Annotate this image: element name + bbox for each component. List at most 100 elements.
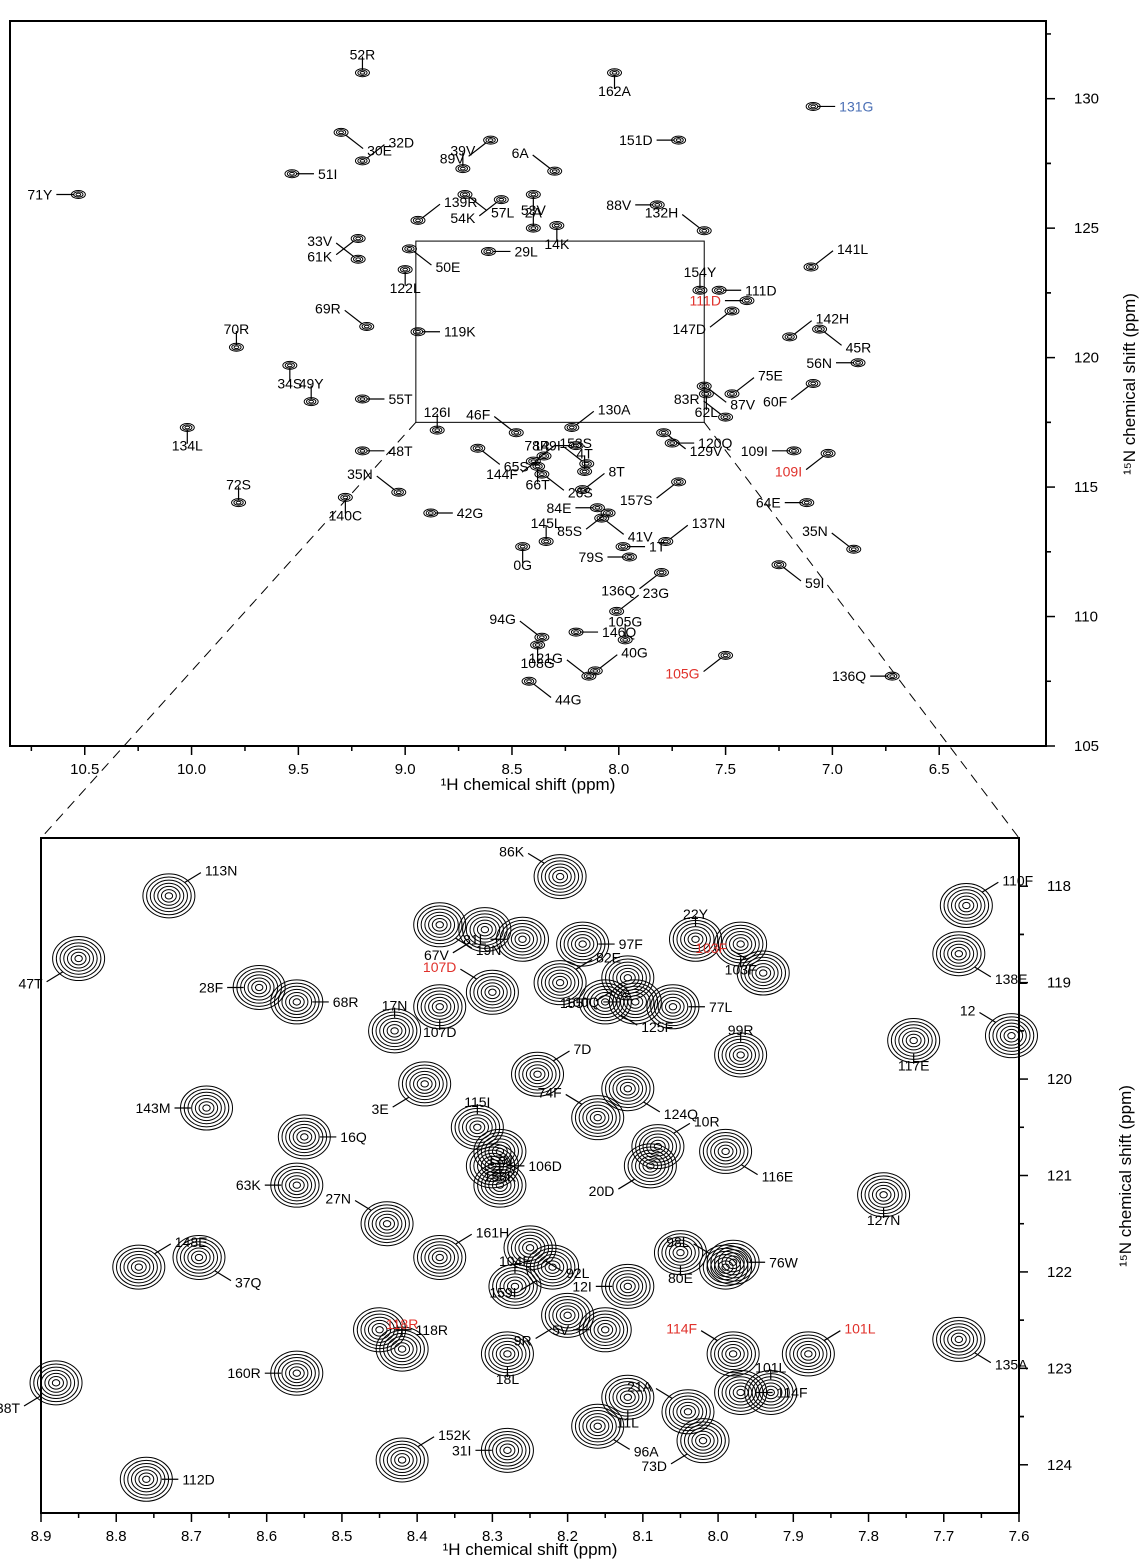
peak-contour bbox=[431, 1250, 448, 1265]
peak-contour bbox=[613, 609, 620, 614]
peak-contour bbox=[375, 1437, 429, 1483]
peak-contour bbox=[609, 69, 620, 76]
peak-contour bbox=[623, 1393, 633, 1401]
peak-contour bbox=[353, 235, 364, 242]
peak-label: 35N bbox=[802, 523, 828, 539]
peak-contour bbox=[592, 504, 603, 511]
peak-contour bbox=[721, 1343, 745, 1364]
bottom-axis-ticks: 8.9 8.8 8.7 8.6 8.5 8.4 8.3 8.2 8.1 8.0 7.9 7.8 7.7 7… bbox=[31, 878, 1072, 1545]
peak-contour bbox=[784, 333, 795, 341]
label-leader bbox=[805, 455, 825, 471]
peak-contour bbox=[492, 1437, 523, 1464]
x-tick-label: 7.7 bbox=[933, 1528, 954, 1545]
peak-label: 118R bbox=[386, 1316, 418, 1332]
label-leader bbox=[709, 312, 729, 328]
peak-114F: 114F bbox=[666, 1321, 760, 1377]
peak-label: 125F bbox=[641, 1019, 673, 1035]
peak-label: 45R bbox=[846, 339, 872, 355]
peak-29L: 29L bbox=[480, 243, 538, 259]
peak-46F: 46F bbox=[466, 406, 524, 438]
peak-contour bbox=[503, 1350, 512, 1358]
peak-contour bbox=[675, 480, 682, 484]
peak-contour bbox=[428, 914, 452, 935]
peak-contour bbox=[536, 451, 552, 461]
peak-52R: 52R bbox=[350, 47, 376, 78]
peak-contour bbox=[571, 934, 595, 954]
peak-contour bbox=[247, 977, 271, 998]
peak-contour bbox=[592, 669, 599, 673]
peak-contour bbox=[673, 478, 684, 486]
peak-86K: 86K bbox=[499, 843, 587, 900]
peak-label: 88V bbox=[606, 197, 632, 213]
peak-124Q: 124Q bbox=[601, 1066, 698, 1122]
peak-contour bbox=[176, 1238, 222, 1277]
peak-contour bbox=[551, 169, 558, 174]
peak-contour bbox=[469, 1120, 486, 1135]
peak-contour bbox=[612, 964, 644, 991]
peak-contour bbox=[800, 1347, 817, 1361]
peak-contour bbox=[713, 1257, 738, 1278]
peak-contour bbox=[286, 170, 298, 177]
peak-contour bbox=[184, 425, 191, 430]
x-tick-label: 8.6 bbox=[256, 1528, 277, 1545]
peak-69R: 69R bbox=[315, 300, 375, 332]
peak-contour bbox=[646, 1162, 655, 1170]
peak-label: 124Q bbox=[664, 1106, 698, 1122]
peak-64E: 64E bbox=[756, 495, 815, 511]
label-leader bbox=[974, 966, 992, 978]
peak-contour bbox=[428, 996, 452, 1017]
peak-contour bbox=[386, 1446, 418, 1474]
peak-contour bbox=[601, 1326, 610, 1334]
peak-contour bbox=[658, 429, 669, 436]
peak-contour bbox=[589, 1316, 621, 1343]
peak-contour bbox=[701, 228, 708, 233]
peak-contour bbox=[470, 443, 486, 453]
peak-contour bbox=[476, 922, 493, 937]
label-leader bbox=[478, 201, 498, 217]
peak-label: 71Y bbox=[27, 186, 53, 202]
peak-contour bbox=[460, 166, 466, 171]
peak-contour bbox=[954, 950, 964, 958]
peak-contour bbox=[495, 1181, 505, 1189]
peak-label: 51I bbox=[318, 166, 337, 182]
peak-contour bbox=[717, 1260, 734, 1274]
peak-label: 76W bbox=[769, 1254, 799, 1270]
peak-contour bbox=[601, 1066, 655, 1112]
peak-label: 157S bbox=[620, 492, 653, 508]
peak-contour bbox=[988, 1016, 1035, 1056]
peak-117E: 117E bbox=[887, 1018, 941, 1074]
peak-contour bbox=[495, 1343, 520, 1364]
peak-contour bbox=[359, 397, 366, 401]
peak-143M: 143M bbox=[135, 1085, 234, 1131]
peak-contour bbox=[357, 447, 368, 454]
peak-contour bbox=[611, 608, 622, 615]
peak-contour bbox=[822, 450, 834, 457]
peak-label: 69R bbox=[315, 300, 341, 316]
peak-contour bbox=[631, 1149, 670, 1183]
peak-138E: 138E bbox=[932, 931, 1028, 987]
peak-contour bbox=[134, 1263, 144, 1271]
peak-label: 126I bbox=[424, 404, 451, 420]
peak-label: 96A bbox=[634, 1443, 660, 1459]
peak-label: 89V bbox=[440, 150, 466, 166]
peak-contour bbox=[112, 1244, 166, 1290]
label-leader bbox=[612, 1438, 631, 1450]
peak-148E: 148E bbox=[112, 1234, 208, 1290]
label-leader bbox=[730, 949, 748, 961]
peak-contour bbox=[656, 569, 667, 576]
peak-label: 52R bbox=[350, 47, 376, 63]
peak-label: 129V bbox=[690, 443, 723, 459]
peak-contour bbox=[808, 265, 814, 269]
peak-contour bbox=[776, 562, 782, 567]
peak-contour bbox=[617, 543, 629, 550]
peak-18L: 18L bbox=[480, 1331, 534, 1387]
peak-136Q: 136Q bbox=[601, 568, 670, 599]
peak-contour bbox=[570, 628, 582, 636]
peak-label: 149I bbox=[533, 438, 560, 454]
peak-label: 38T bbox=[0, 1400, 20, 1416]
peak-label: 48T bbox=[388, 443, 413, 459]
peak-contour bbox=[288, 995, 305, 1009]
peak-contour bbox=[846, 544, 862, 554]
peak-contour bbox=[499, 1347, 516, 1361]
